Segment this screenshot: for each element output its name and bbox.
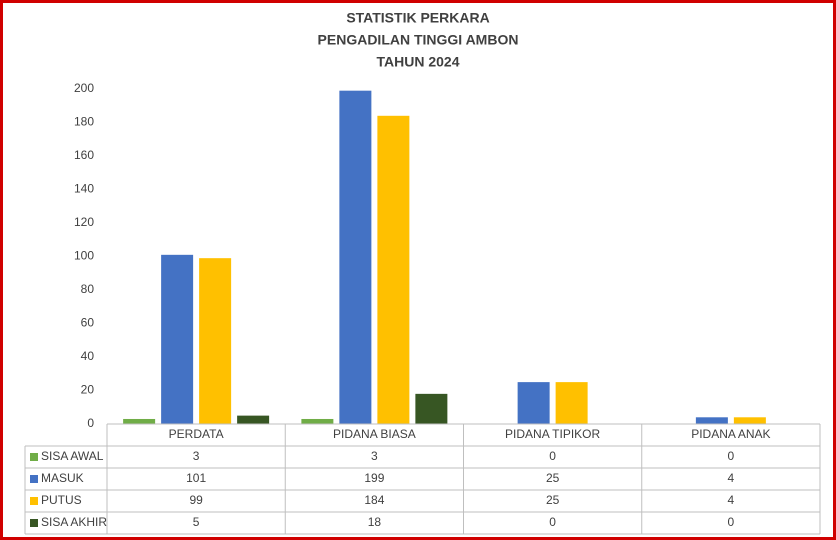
- bar: [415, 393, 448, 424]
- table-value: 0: [549, 449, 556, 463]
- y-tick-label: 200: [74, 81, 94, 95]
- table-value: 18: [368, 515, 382, 529]
- table-value: 3: [193, 449, 200, 463]
- y-tick-label: 180: [74, 115, 94, 129]
- y-tick-label: 160: [74, 148, 94, 162]
- table-value: 0: [728, 449, 735, 463]
- table-value: 0: [728, 515, 735, 529]
- x-tick-label: PIDANA TIPIKOR: [505, 427, 600, 441]
- table-value: 25: [546, 493, 560, 507]
- y-tick-label: 80: [81, 282, 95, 296]
- legend-label: SISA AKHIR: [41, 515, 107, 529]
- y-tick-label: 20: [81, 383, 95, 397]
- x-tick-label: PIDANA ANAK: [691, 427, 770, 441]
- y-tick-label: 140: [74, 182, 94, 196]
- table-value: 4: [728, 493, 735, 507]
- y-tick-label: 0: [87, 416, 94, 430]
- bar: [301, 418, 334, 424]
- bar: [199, 258, 232, 424]
- table-value: 0: [549, 515, 556, 529]
- y-tick-label: 120: [74, 215, 94, 229]
- bar: [517, 382, 550, 424]
- x-tick-label: PERDATA: [169, 427, 224, 441]
- table-value: 25: [546, 471, 560, 485]
- table-value: 101: [186, 471, 206, 485]
- legend-swatch: [30, 497, 38, 505]
- bar: [733, 417, 766, 424]
- table-value: 4: [728, 471, 735, 485]
- table-value: 3: [371, 449, 378, 463]
- chart-title: TAHUN 2024: [377, 54, 460, 70]
- bar: [377, 115, 410, 425]
- table-value: 184: [364, 493, 384, 507]
- legend-swatch: [30, 519, 38, 527]
- bar: [695, 417, 728, 424]
- legend-label: SISA AWAL: [41, 449, 104, 463]
- legend-label: PUTUS: [41, 493, 82, 507]
- y-tick-label: 40: [81, 349, 95, 363]
- bar: [237, 415, 270, 424]
- chart-title: STATISTIK PERKARA: [346, 10, 489, 26]
- bar: [161, 254, 194, 424]
- legend-label: MASUK: [41, 471, 84, 485]
- bar: [339, 90, 372, 425]
- bar: [555, 382, 588, 424]
- table-value: 199: [364, 471, 384, 485]
- legend-swatch: [30, 453, 38, 461]
- y-tick-label: 60: [81, 316, 95, 330]
- legend-swatch: [30, 475, 38, 483]
- table-value: 5: [193, 515, 200, 529]
- x-tick-label: PIDANA BIASA: [333, 427, 416, 441]
- bar: [123, 418, 156, 424]
- chart-title: PENGADILAN TINGGI AMBON: [318, 32, 519, 48]
- y-tick-label: 100: [74, 249, 94, 263]
- table-value: 99: [189, 493, 203, 507]
